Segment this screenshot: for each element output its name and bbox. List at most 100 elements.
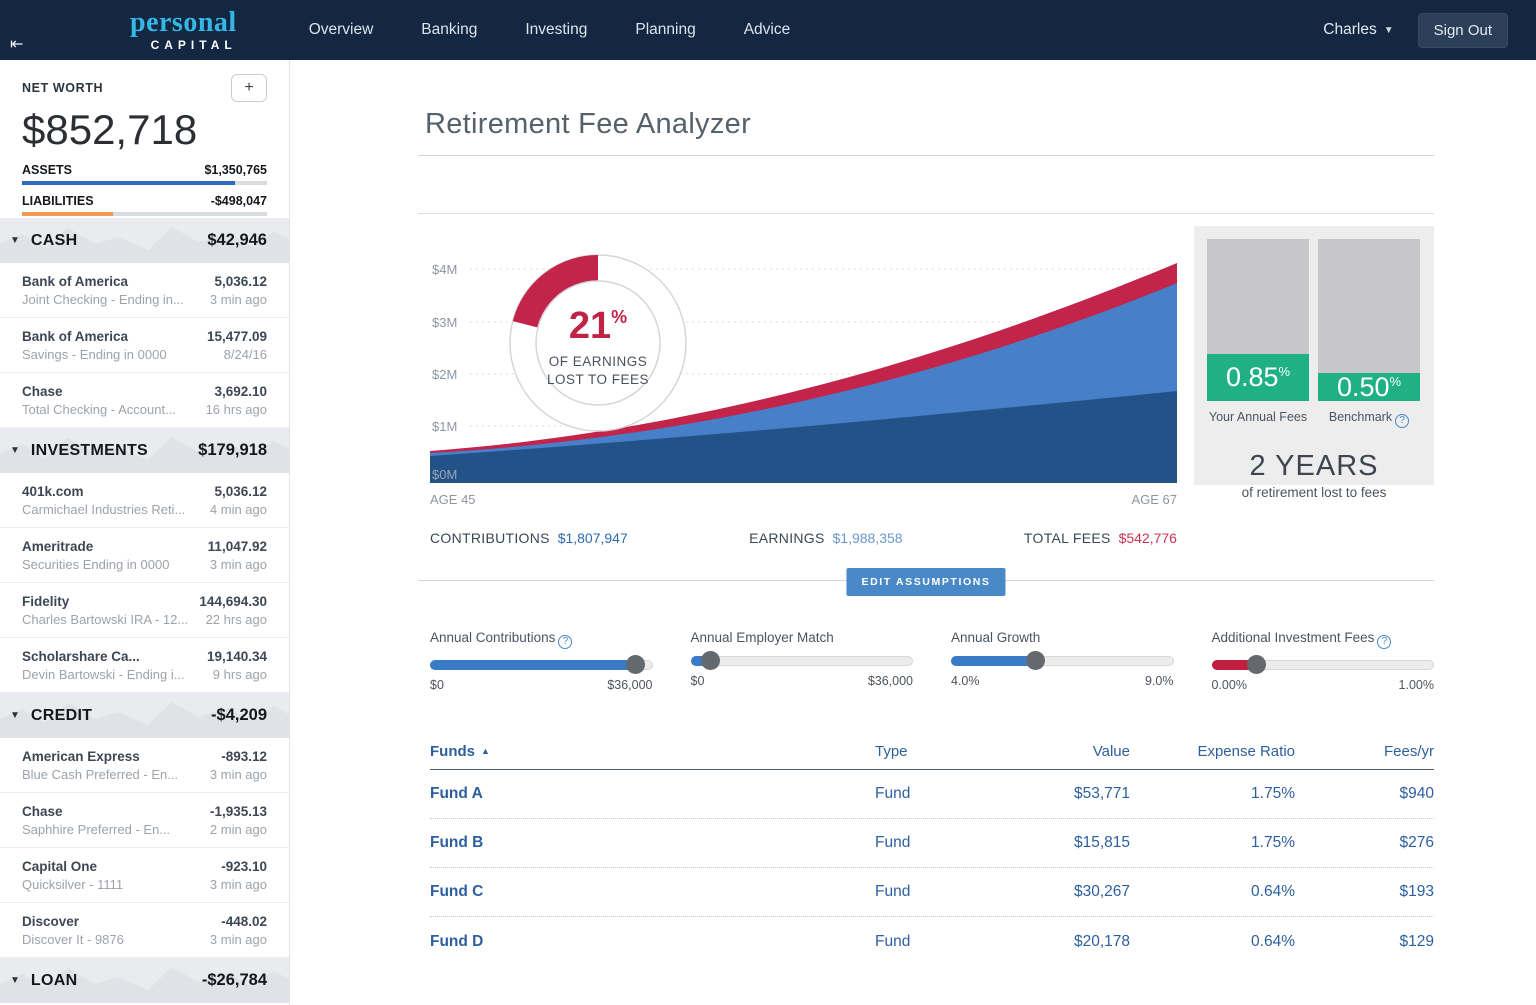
donut-caption-line1: OF EARNINGS <box>549 354 648 369</box>
sidebar-section-header-credit[interactable]: ▼ CREDIT -$4,209 <box>0 693 289 738</box>
add-account-button[interactable]: + <box>231 74 267 102</box>
chevron-down-icon: ▼ <box>10 710 20 721</box>
account-updated-time: 2 min ago <box>209 821 267 837</box>
slider-label: Annual Contributions <box>430 630 556 645</box>
brand-logo[interactable]: personal CAPITAL <box>130 9 237 52</box>
years-lost-value: 2 YEARS <box>1249 450 1379 482</box>
slider-knob[interactable] <box>701 651 721 670</box>
account-amount: 5,036.12 <box>214 483 267 499</box>
benchmark-bar: 0.50% <box>1318 239 1420 402</box>
account-detail: Saphhire Preferred - En... <box>22 821 171 837</box>
assumption-sliders: Annual Contributions? $0 $36,000 Annual … <box>430 630 1434 692</box>
divider <box>418 155 1434 156</box>
sidebar-section-header-loan[interactable]: ▼ LOAN -$26,784 <box>0 958 289 1003</box>
account-row[interactable]: 401k.com Carmichael Industries Reti... 5… <box>0 473 289 528</box>
svg-text:$3M: $3M <box>432 315 457 330</box>
benchmark-value: 0.50 <box>1336 371 1390 402</box>
slider-label: Annual Employer Match <box>690 630 834 645</box>
account-updated-time: 16 hrs ago <box>205 401 267 417</box>
benchmark-help-icon[interactable]: ? <box>1395 414 1410 428</box>
edit-assumptions-row: EDIT ASSUMPTIONS <box>418 568 1434 596</box>
stat-label: EARNINGS <box>749 530 825 546</box>
section-total: -$26,784 <box>201 971 267 989</box>
fund-name-link[interactable]: Fund B <box>430 834 484 851</box>
account-detail: Securities Ending in 0000 <box>22 556 170 572</box>
main-content: Retirement Fee Analyzer $4M <box>290 60 1536 1005</box>
slider-track[interactable] <box>430 655 653 674</box>
divider <box>418 213 1434 214</box>
fund-name-link[interactable]: Fund A <box>430 785 483 802</box>
donut-caption-line2: LOST TO FEES <box>547 372 649 387</box>
svg-text:$4M: $4M <box>432 262 457 277</box>
slider-knob[interactable] <box>626 655 646 674</box>
sidebar-section-header-cash[interactable]: ▼ CASH $42,946 <box>0 218 289 263</box>
account-row[interactable]: Scholarshare Ca... Devin Bartowski - End… <box>0 638 289 693</box>
account-sections: ▼ CASH $42,946 Bank of America Joint Che… <box>0 218 289 1003</box>
slider-help-icon[interactable]: ? <box>1377 635 1392 649</box>
account-detail: Discover It - 9876 <box>22 931 124 947</box>
chevron-down-icon: ▼ <box>1383 24 1394 36</box>
accounts-sidebar: NET WORTH + $852,718 ASSETS $1,350,765 L… <box>0 60 290 1005</box>
fund-cell: 1.75% <box>1251 834 1295 851</box>
sidebar-collapse-icon[interactable]: ⇤ <box>10 36 24 53</box>
user-menu[interactable]: Charles ▼ <box>1323 21 1393 39</box>
chart-stats-row: CONTRIBUTIONS $1,807,947 EARNINGS $1,988… <box>430 530 1177 546</box>
funds-sort-header[interactable]: Funds ▲ <box>430 743 490 760</box>
section-label: LOAN <box>30 971 78 989</box>
sidebar-section-header-investments[interactable]: ▼ INVESTMENTS $179,918 <box>0 428 289 473</box>
sidebar-section: ▼ CASH $42,946 Bank of America Joint Che… <box>0 218 289 428</box>
fund-cell: Fund <box>875 883 911 900</box>
account-name: Discover <box>22 913 80 929</box>
account-name: Chase <box>22 803 63 819</box>
nav-item-banking[interactable]: Banking <box>421 21 478 38</box>
account-updated-time: 22 hrs ago <box>205 611 267 627</box>
slider-fill <box>1211 660 1256 670</box>
type-header[interactable]: Type <box>875 743 908 760</box>
stat-label: TOTAL FEES <box>1023 530 1111 546</box>
slider-track[interactable] <box>1211 655 1434 674</box>
assumption-slider: Annual Contributions? $0 $36,000 <box>430 630 653 692</box>
account-row[interactable]: Bank of America Savings - Ending in 0000… <box>0 318 289 373</box>
slider-min: $0 <box>430 678 444 692</box>
account-name: Scholarshare Ca... <box>22 648 140 664</box>
assets-bar <box>22 181 267 185</box>
account-name: Capital One <box>22 858 98 874</box>
expense-ratio-header[interactable]: Expense Ratio <box>1197 743 1295 760</box>
slider-track[interactable] <box>690 651 913 670</box>
fund-cell: $20,178 <box>1073 932 1130 950</box>
fees-header[interactable]: Fees/yr <box>1383 743 1434 760</box>
net-worth-summary: NET WORTH + $852,718 ASSETS $1,350,765 L… <box>0 60 289 218</box>
slider-help-icon[interactable]: ? <box>558 635 573 649</box>
nav-right: Charles ▼ Sign Out <box>1323 12 1508 48</box>
nav-item-investing[interactable]: Investing <box>525 21 588 38</box>
sign-out-button[interactable]: Sign Out <box>1417 12 1508 48</box>
account-row[interactable]: Ameritrade Securities Ending in 0000 11,… <box>0 528 289 583</box>
account-row[interactable]: Discover Discover It - 9876 -448.02 3 mi… <box>0 903 289 958</box>
slider-knob[interactable] <box>1246 655 1266 674</box>
fund-name-link[interactable]: Fund C <box>430 883 484 900</box>
slider-track[interactable] <box>951 651 1174 670</box>
nav-item-overview[interactable]: Overview <box>308 21 374 38</box>
your-fees-label: Your Annual Fees <box>1208 410 1308 424</box>
edit-assumptions-button[interactable]: EDIT ASSUMPTIONS <box>846 568 1006 596</box>
slider-knob[interactable] <box>1025 651 1045 670</box>
nav-item-advice[interactable]: Advice <box>743 21 791 38</box>
fees-donut-gauge: 21% OF EARNINGS LOST TO FEES <box>509 254 687 432</box>
value-header[interactable]: Value <box>1092 743 1130 760</box>
account-row[interactable]: Chase Total Checking - Account... 3,692.… <box>0 373 289 428</box>
fund-cell: $53,771 <box>1073 785 1130 802</box>
account-amount: -448.02 <box>221 913 267 929</box>
account-row[interactable]: Capital One Quicksilver - 1111 -923.10 3… <box>0 848 289 903</box>
liabilities-label: LIABILITIES <box>22 194 94 208</box>
account-row[interactable]: American Express Blue Cash Preferred - E… <box>0 738 289 793</box>
account-row[interactable]: Fidelity Charles Bartowski IRA - 12... 1… <box>0 583 289 638</box>
table-row: Fund D Fund $20,178 0.64% $129 <box>430 917 1434 966</box>
slider-min: $0 <box>690 674 705 688</box>
assumption-slider: Annual Growth? 4.0% 9.0% <box>951 630 1174 692</box>
account-row[interactable]: Chase Saphhire Preferred - En... -1,935.… <box>0 793 289 848</box>
nav-item-planning[interactable]: Planning <box>635 21 696 38</box>
fund-name-link[interactable]: Fund D <box>430 932 484 950</box>
account-row[interactable]: Bank of America Joint Checking - Ending … <box>0 263 289 318</box>
benchmark-fill: 0.50% <box>1318 371 1420 402</box>
fund-cell: 1.75% <box>1251 785 1295 802</box>
